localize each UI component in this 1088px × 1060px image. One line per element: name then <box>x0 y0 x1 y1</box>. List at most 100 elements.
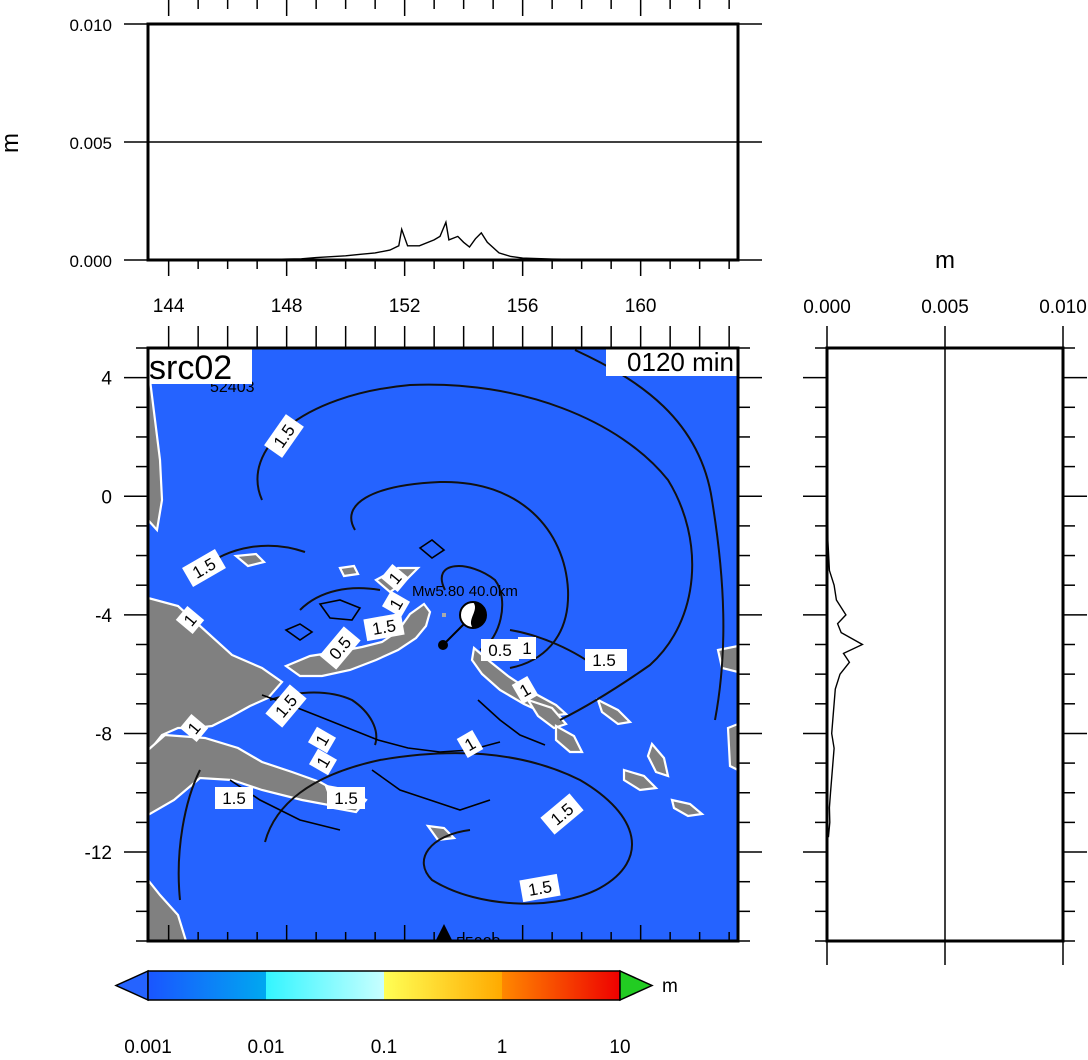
solomon-island-b <box>596 697 633 726</box>
contour-label-box <box>456 729 484 759</box>
contour-label: 1 <box>179 714 209 742</box>
contour-label-box <box>481 639 519 661</box>
right-xtick-label: 0.000 <box>803 297 851 318</box>
contour-label-text: 1 <box>522 639 531 658</box>
contour-label-box <box>511 675 539 705</box>
lat-tick-label: 0 <box>101 487 112 508</box>
solomon-island-c <box>646 741 670 778</box>
contour-0p5-center <box>440 565 504 651</box>
contour-label-box <box>519 873 561 903</box>
contour-label-text: 1.5 <box>527 877 554 900</box>
contour-label-box <box>265 684 307 728</box>
contour-outer-east <box>574 349 725 721</box>
colorbar-tick-label: 0.1 <box>371 1037 397 1058</box>
contour-label: 1.5 <box>585 649 623 671</box>
contour-label: 1 <box>518 637 536 659</box>
station-marker <box>436 924 452 940</box>
colorbar-tick-label: 0.01 <box>248 1037 285 1058</box>
contour-label: 1 <box>380 564 410 592</box>
top-profile-panel: m 0.010 0.005 0.000 <box>0 0 762 276</box>
small-islet <box>338 564 360 578</box>
colorbar-tick-label: 0.001 <box>124 1037 172 1058</box>
top-ytick-marks <box>124 23 762 261</box>
contour-label-box <box>308 748 338 776</box>
lat-tick-label: -12 <box>85 843 112 864</box>
contour-label-box <box>175 606 205 634</box>
contour-fragment <box>371 769 491 811</box>
map-tick-marks <box>124 326 762 942</box>
right-panel-xlabel: m <box>935 247 955 274</box>
lat-tick-label: -4 <box>95 606 112 627</box>
top-xtick-marks <box>167 0 730 276</box>
colorbar-segment <box>266 971 384 1000</box>
contour-label: 1.5 <box>363 612 405 642</box>
contour-label-box <box>319 626 361 670</box>
contour-labels: 1.51.51111.50.51.50.5111.511111.51.51.51… <box>175 414 627 903</box>
epicenter-group: Mw5.80 40.0km <box>412 583 518 650</box>
longitude-axis: 144 148 152 156 160 <box>153 296 657 317</box>
right-xtick-label: 0.005 <box>921 297 969 318</box>
map-title: src02 <box>149 349 232 387</box>
top-ytick-label: 0.000 <box>69 252 112 271</box>
contour-1p5-north <box>256 383 694 721</box>
contour-1-inner <box>350 480 570 669</box>
contour-label: 1 <box>307 726 337 754</box>
contour-label-box <box>381 590 411 618</box>
top-max-amplitude-profile <box>251 219 612 260</box>
right-ytick-marks <box>803 347 1087 942</box>
contour-label-box <box>363 612 405 642</box>
colorbar-low-arrow <box>114 969 149 1002</box>
station-label-bottom: 55023 <box>456 935 501 952</box>
colorbar-high-arrow <box>619 969 654 1002</box>
contour-label: 1 <box>175 606 205 634</box>
hypocenter-dot <box>442 613 446 617</box>
contour-label-text: 1.5 <box>334 789 358 808</box>
elapsed-time-label: 0120 min <box>627 347 734 377</box>
contour-1p5-south <box>264 752 634 905</box>
contour-label: 1.5 <box>215 787 253 809</box>
lon-tick-label: 160 <box>625 296 657 317</box>
contour-fragment <box>477 699 546 746</box>
contour-label-text: 0.5 <box>488 641 512 660</box>
title-box <box>148 348 252 384</box>
right-profile-panel: m 0.000 0.005 0.010 <box>803 247 1087 965</box>
contour-label-box <box>215 787 253 809</box>
admiralty-island <box>233 552 267 568</box>
contour-label-box <box>179 714 209 742</box>
colorbar: m 0.001 0.01 0.1 1 10 <box>114 969 678 1058</box>
colorbar-segment <box>384 971 502 1000</box>
lon-tick-label: 156 <box>507 296 539 317</box>
choiseul-island <box>525 697 568 730</box>
contour-label: 1 <box>381 590 411 618</box>
earthquake-label: Mw5.80 40.0km <box>412 583 518 600</box>
right-panel-frame <box>825 346 1065 943</box>
colorbar-tick-label: 1 <box>497 1037 508 1058</box>
contour-label-box <box>585 649 623 671</box>
solomon-island-e <box>670 798 705 818</box>
solomon-island-d <box>622 768 659 792</box>
colorbar-segment <box>502 971 620 1000</box>
contour-label-text: 1.5 <box>592 651 616 670</box>
contour-label: 0.5 <box>319 626 361 670</box>
contour-label: 1 <box>456 729 484 759</box>
map-panel: Mw5.80 40.0km 52403 55023 1.51.51111.50.… <box>85 326 762 952</box>
contour-fragment <box>418 539 446 559</box>
contour-label-box <box>264 414 304 458</box>
top-ytick-label: 0.005 <box>69 134 112 153</box>
contour-label-text: 1.5 <box>222 789 246 808</box>
map-frame <box>146 346 740 943</box>
lon-tick-label: 144 <box>153 296 185 317</box>
lat-tick-label: 4 <box>101 369 112 390</box>
top-panel-frame <box>146 22 740 262</box>
colorbar-segment <box>148 971 266 1000</box>
contour-label: 0.5 <box>481 639 519 661</box>
cape-york-land <box>148 878 188 941</box>
focal-mechanism-compression <box>470 602 486 628</box>
lon-tick-label: 148 <box>271 296 303 317</box>
lat-tick-label: -8 <box>95 724 112 745</box>
colorbar-unit: m <box>662 976 678 997</box>
contour-fragment <box>318 599 362 621</box>
contour-southwest <box>177 769 201 901</box>
right-max-amplitude-profile <box>827 451 864 838</box>
